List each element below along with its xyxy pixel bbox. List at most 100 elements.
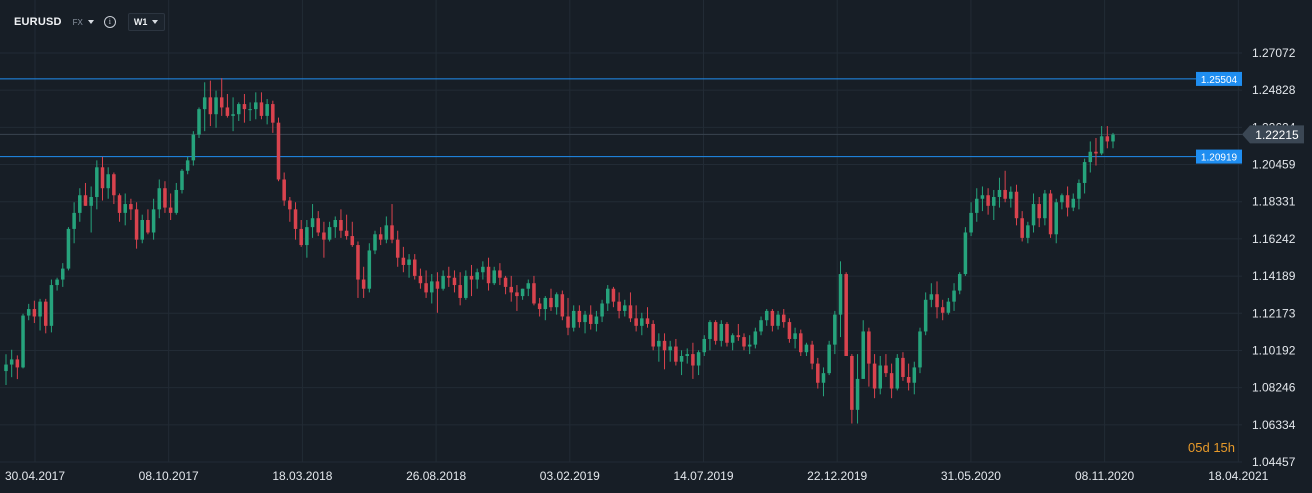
candle — [1003, 170, 1007, 203]
candle — [696, 350, 701, 376]
horizontal-level-lines[interactable] — [0, 78, 1242, 158]
candle — [384, 216, 389, 244]
candle-body — [1026, 225, 1030, 238]
candle-body — [407, 259, 411, 265]
candle-body — [702, 338, 707, 353]
candle — [134, 202, 139, 249]
candle — [288, 196, 292, 222]
candle-body — [1037, 204, 1041, 219]
candle-body — [254, 102, 258, 110]
candle-body — [986, 195, 990, 206]
candle-body — [83, 195, 88, 206]
candle-body — [668, 346, 672, 351]
x-tick-label: 18.04.2021 — [1208, 469, 1268, 483]
x-tick-label: 22.12.2019 — [807, 469, 867, 483]
candle — [140, 214, 145, 244]
candle — [89, 186, 93, 233]
x-tick-label: 30.04.2017 — [5, 469, 65, 483]
candle-body — [906, 376, 911, 383]
x-tick-label: 03.02.2019 — [540, 469, 600, 483]
candle — [481, 261, 485, 280]
candle-body — [231, 114, 235, 116]
candle-body — [781, 314, 786, 323]
y-tick-label: 1.12173 — [1252, 306, 1296, 320]
candle-body — [1094, 151, 1098, 154]
candle — [1082, 158, 1087, 194]
candle-body — [884, 365, 888, 374]
candle — [997, 177, 1002, 208]
candle-body — [1071, 198, 1076, 208]
candle — [509, 275, 514, 302]
candle-body — [833, 314, 837, 345]
candle — [1014, 184, 1019, 226]
candle-body — [554, 294, 559, 308]
price-axis[interactable]: 1.270721.248281.226241.204591.183311.162… — [1252, 46, 1296, 469]
candle-body — [674, 346, 678, 362]
candle-body — [140, 219, 145, 240]
candle — [912, 361, 917, 395]
time-axis[interactable]: 30.04.2017 08.10.2017 18.03.2018 26.08.2018… — [5, 469, 1269, 483]
candle — [668, 340, 672, 362]
symbol-label[interactable]: EURUSD — [14, 16, 62, 28]
candle-body — [696, 352, 701, 366]
candle — [452, 270, 457, 293]
candle — [458, 272, 462, 306]
candle-body — [549, 297, 553, 308]
current-price-tag-bg — [1242, 125, 1304, 144]
candle-body — [469, 275, 474, 280]
candle — [861, 320, 865, 379]
candle — [1077, 179, 1081, 210]
candle — [787, 318, 792, 343]
candle-body — [100, 167, 105, 189]
candle — [202, 82, 207, 132]
candle — [1020, 211, 1024, 242]
level-label: 1.20919 — [1201, 153, 1238, 164]
candle-body — [679, 355, 684, 362]
candle-body — [106, 174, 110, 189]
candle — [378, 227, 383, 246]
info-icon[interactable]: i — [103, 16, 116, 28]
candle — [486, 257, 491, 291]
candle-body — [1020, 218, 1024, 238]
candle-body — [1031, 204, 1036, 226]
candle — [679, 350, 684, 376]
candle-body — [583, 314, 587, 323]
candle — [764, 309, 769, 326]
candle-body — [997, 189, 1002, 197]
market-label[interactable]: FX — [72, 17, 83, 27]
candle — [254, 92, 258, 120]
candle-body — [112, 174, 116, 196]
candle — [9, 349, 14, 378]
candle-body — [889, 373, 894, 389]
candle-body — [310, 218, 315, 228]
candle-body — [447, 275, 451, 278]
x-tick-label: 31.05.2020 — [941, 469, 1001, 483]
candle — [236, 102, 241, 121]
timeframe-selector[interactable]: W1 — [127, 13, 166, 31]
candle-body — [793, 333, 797, 339]
candle-body — [49, 285, 54, 326]
candle — [901, 352, 905, 381]
candle-body — [855, 378, 860, 410]
candle-body — [923, 299, 928, 332]
candle-body — [634, 318, 638, 326]
candle — [412, 254, 417, 280]
candle-body — [1065, 195, 1070, 208]
candle — [634, 305, 638, 332]
candle-body — [611, 288, 616, 302]
candle-body — [872, 363, 877, 389]
candle — [770, 309, 775, 332]
candle-body — [236, 104, 241, 115]
candle-body — [134, 209, 139, 240]
candle — [55, 277, 59, 291]
candle-body — [804, 344, 809, 353]
countdown-days-unit: d — [1202, 440, 1210, 455]
candle — [730, 333, 735, 351]
candle — [708, 320, 712, 351]
candle-body — [373, 234, 377, 251]
market-dropdown-icon[interactable] — [87, 20, 94, 24]
candle — [1048, 189, 1053, 238]
candle-body — [395, 239, 400, 258]
candle-body — [992, 196, 996, 206]
